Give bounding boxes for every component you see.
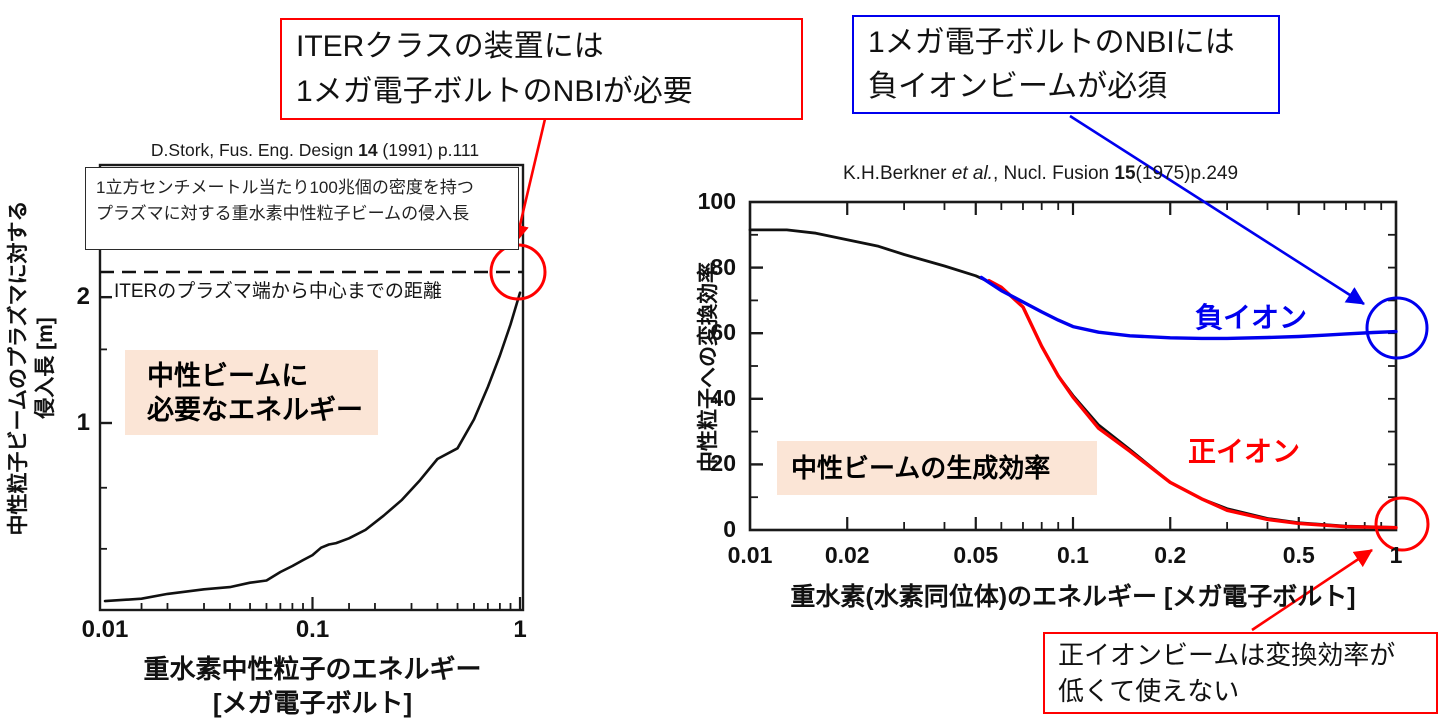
iter-distance-label: ITERのプラズマ端から中心までの距離 <box>114 281 442 302</box>
citation-volume: 14 <box>358 140 378 160</box>
left-y-tick-label: 2 <box>76 283 90 311</box>
callout-text: 1メガ電子ボルトのNBIが必要 <box>296 75 693 108</box>
negative-ion-requirement-callout: 1メガ電子ボルトのNBIには 負イオンビームが必須 <box>852 15 1280 114</box>
axis-title-line: 侵入長 [m] <box>34 317 57 419</box>
right-chart-highlight-box: 中性ビームの生成効率 <box>777 441 1097 495</box>
right-y-tick-label: 100 <box>697 188 736 214</box>
citation-text: K.H.Berkner <box>843 163 952 184</box>
right-y-tick-label: 80 <box>710 253 736 280</box>
right-x-tick-label: 0.2 <box>1154 542 1187 568</box>
left-y-tick-label: 1 <box>76 409 90 436</box>
left-x-tick-label: 1 <box>513 616 527 643</box>
callout-text: ITERクラスの装置には <box>296 30 604 63</box>
left-x-tick-label: 0.01 <box>81 616 129 643</box>
data-curves <box>103 228 1398 603</box>
left-x-tick-label: 0.1 <box>295 616 330 643</box>
axis-ticks <box>100 202 1396 610</box>
positive-ion-curve-label: 正イオン <box>1188 436 1301 467</box>
citation-etal: et al. <box>951 163 993 184</box>
positive-ion-limitation-callout: 正イオンビームは変換効率が 低くて使えない <box>1043 632 1438 714</box>
citation-text: , Nucl. Fusion <box>992 163 1115 184</box>
left-chart-x-axis-title: 重水素中性粒子のエネルギー [メガ電子ボルト] <box>100 652 525 720</box>
right-x-tick-label: 0.05 <box>953 542 999 568</box>
citation-volume: 15 <box>1114 163 1136 184</box>
axis-title-line: [メガ電子ボルト] <box>212 688 413 718</box>
right-chart-x-axis-title: 重水素(水素同位体)のエネルギー [メガ電子ボルト] <box>790 583 1356 611</box>
left-chart-y-axis-title: 中性粒子ビームのプラズマに対する 侵入長 [m] <box>5 148 61 588</box>
left-chart-citation: D.Stork, Fus. Eng. Design 14 (1991) p.11… <box>100 140 530 161</box>
axis-title-line: 中性粒子への変換効率 <box>697 262 720 472</box>
right-x-tick-label: 0.01 <box>727 542 773 568</box>
negative-ion-curve-label: 負イオン <box>1195 302 1308 333</box>
right-y-tick-label: 20 <box>710 450 736 477</box>
right-chart-citation: K.H.Berkner et al., Nucl. Fusion 15(1975… <box>843 163 1238 185</box>
caption-line: 1立方センチメートル当たり100兆個の密度を持つ <box>96 178 474 197</box>
axis-title-line: 中性粒子ビームのプラズマに対する <box>7 200 30 536</box>
right-chart-y-axis-title: 中性粒子への変換効率 <box>692 197 720 537</box>
highlight-line: 中性ビームの生成効率 <box>791 453 1051 483</box>
citation-text: (1975)p.249 <box>1135 163 1239 184</box>
iter-requirement-callout: ITERクラスの装置には 1メガ電子ボルトのNBIが必要 <box>280 18 803 120</box>
right-x-tick-label: 0.02 <box>824 542 870 568</box>
right-x-tick-label: 0.5 <box>1282 542 1315 568</box>
right-y-tick-label: 40 <box>710 384 736 411</box>
callout-text: 正イオンビームは変換効率が <box>1058 640 1396 670</box>
right-y-tick-label: 60 <box>710 319 736 346</box>
callout-text: 低くて使えない <box>1058 676 1240 706</box>
left-chart-highlight-box: 中性ビームに 必要なエネルギー <box>125 350 378 435</box>
citation-text: D.Stork, Fus. Eng. Design <box>150 140 359 160</box>
axis-title-line: 重水素中性粒子のエネルギー <box>143 654 482 684</box>
highlight-line: 必要なエネルギー <box>147 395 363 425</box>
right-x-tick-label: 1 <box>1389 542 1403 568</box>
right-x-tick-label: 0.1 <box>1057 542 1089 568</box>
right-y-tick-label: 0 <box>723 516 736 542</box>
citation-text: (1991) p.111 <box>377 140 480 160</box>
callout-text: 負イオンビームが必須 <box>868 70 1168 103</box>
callout-text: 1メガ電子ボルトのNBIには <box>868 26 1235 59</box>
left-chart-caption-box: 1立方センチメートル当たり100兆個の密度を持つ プラズマに対する重水素中性粒子… <box>85 167 519 250</box>
caption-line: プラズマに対する重水素中性粒子ビームの侵入長 <box>96 204 470 223</box>
highlight-line: 中性ビームに <box>147 361 309 391</box>
